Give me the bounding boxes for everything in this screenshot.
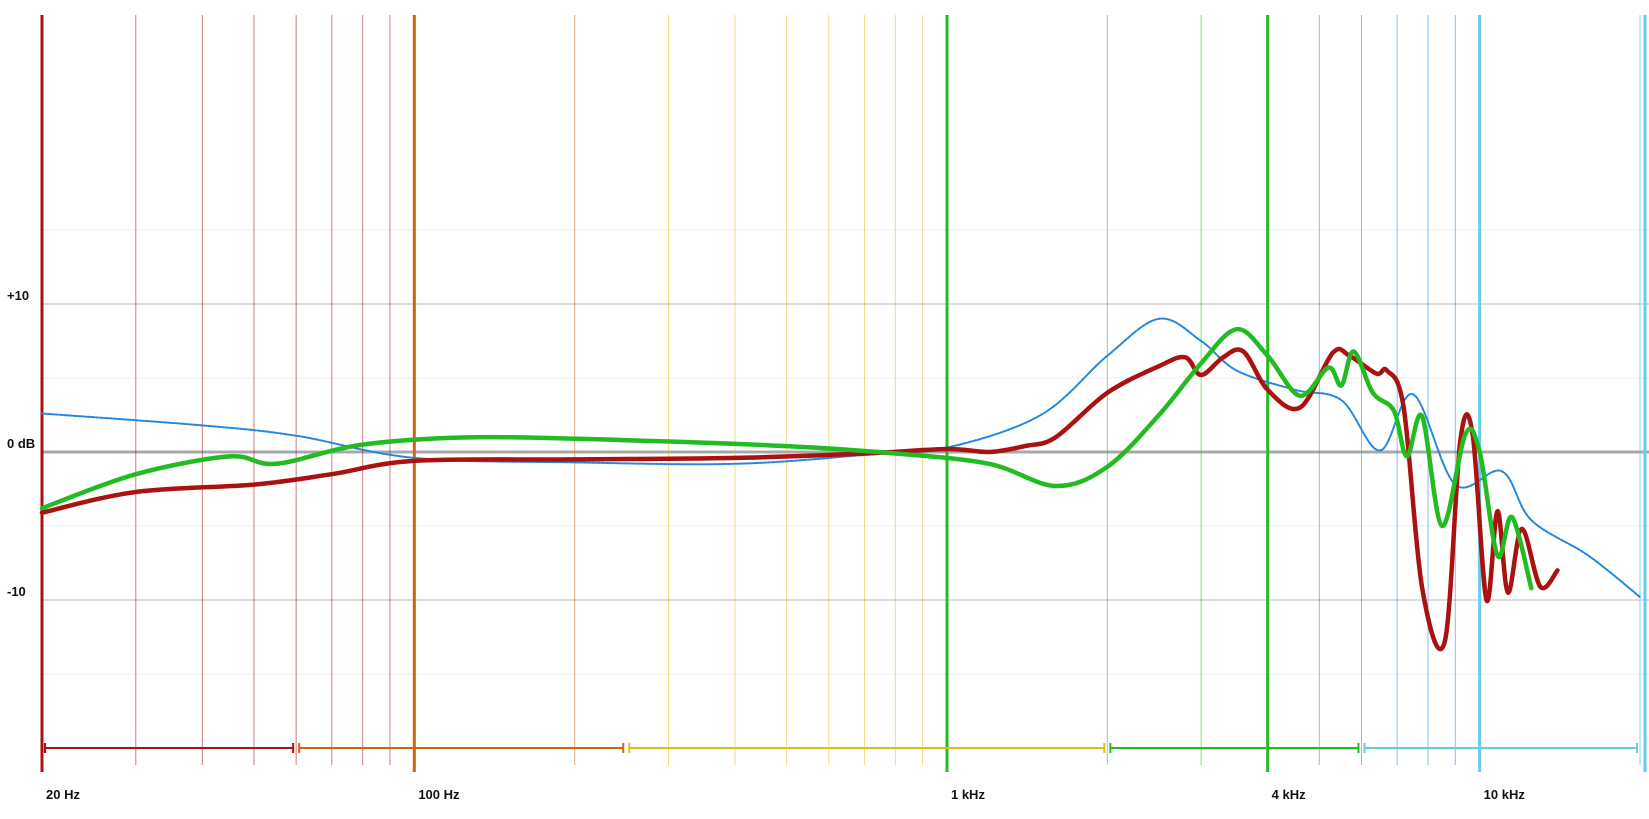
horizontal-gridlines — [42, 229, 1649, 675]
x-tick-label: 10 kHz — [1484, 787, 1526, 802]
x-tick-label: 1 kHz — [951, 787, 985, 802]
series-line-2 — [39, 346, 1560, 652]
y-tick-label: +10 — [7, 288, 29, 303]
series-line-1 — [41, 317, 1641, 598]
y-tick-label: -10 — [7, 584, 26, 599]
series-line-3 — [39, 326, 1534, 591]
x-axis-labels: 20 Hz 100 Hz 1 kHz 4 kHz 10 kHz — [46, 787, 1525, 802]
response-curves — [39, 317, 1641, 652]
frequency-band-brackets — [44, 743, 1638, 753]
frequency-gridlines — [40, 15, 1647, 772]
x-tick-label: 100 Hz — [418, 787, 460, 802]
x-tick-label: 20 Hz — [46, 787, 80, 802]
y-tick-label: 0 dB — [7, 436, 35, 451]
x-tick-label: 4 kHz — [1272, 787, 1306, 802]
y-axis-labels: +10 0 dB -10 — [7, 288, 35, 599]
